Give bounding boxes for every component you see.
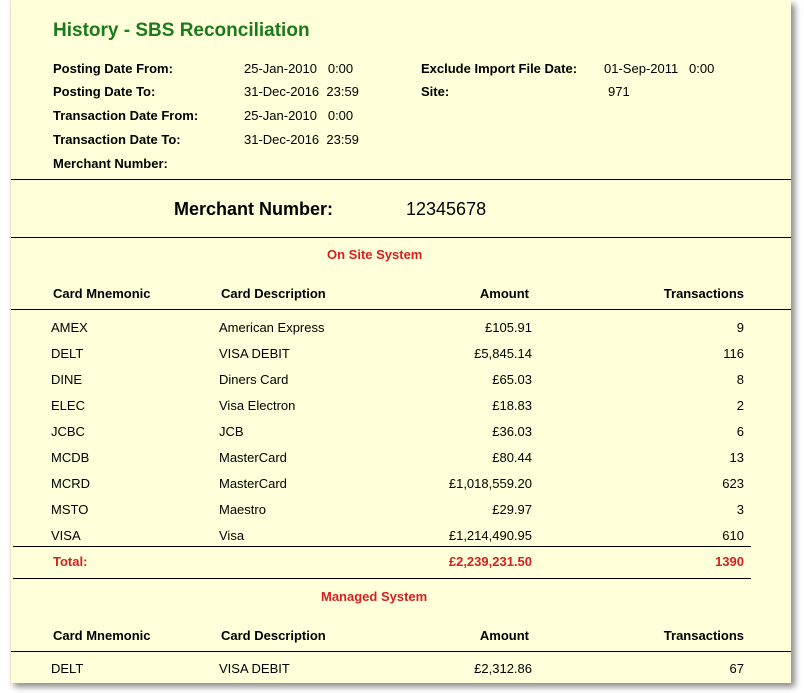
table-row-amount: £105.91: [485, 320, 532, 335]
exclude-import-date-value: 01-Sep-2011 0:00: [604, 61, 715, 76]
transaction-date-from-value: 25-Jan-2010 0:00: [244, 108, 354, 123]
table-row-transactions: 623: [722, 476, 744, 491]
table-row-description: Diners Card: [219, 372, 289, 387]
table-row-transactions: 2: [736, 398, 744, 413]
posting-date-to-value: 31-Dec-2016 23:59: [244, 84, 359, 99]
table-row-mnemonic: AMEX: [51, 320, 88, 335]
table-row-amount: £1,018,559.20: [448, 476, 532, 491]
divider: [13, 578, 751, 579]
transaction-date-to-value: 31-Dec-2016 23:59: [244, 132, 359, 147]
column-header-transactions: Transactions: [663, 628, 744, 643]
exclude-import-date-label: Exclude Import File Date:: [421, 61, 578, 76]
total-label: Total:: [53, 554, 88, 569]
divider: [11, 309, 791, 310]
merchant-number-param-label: Merchant Number:: [53, 156, 168, 171]
table-row-description: American Express: [219, 320, 325, 335]
table-row-transactions: 116: [723, 346, 744, 361]
site-value: 971: [608, 84, 630, 99]
table-row-mnemonic: VISA: [51, 528, 81, 543]
table-row-description: VISA DEBIT: [219, 346, 290, 361]
site-label: Site:: [421, 84, 450, 99]
table-row-transactions: 13: [729, 450, 744, 465]
posting-date-from-value: 25-Jan-2010 0:00: [244, 61, 354, 76]
table-row-amount: £80.44: [492, 450, 532, 465]
table-row-description: Maestro: [219, 502, 266, 517]
table-row-mnemonic: DELT: [51, 346, 84, 361]
merchant-number-label: Merchant Number:: [174, 199, 334, 219]
on-site-system-title: On Site System: [327, 247, 423, 262]
table-row-amount: £18.83: [492, 398, 532, 413]
posting-date-from-label: Posting Date From:: [53, 61, 173, 76]
report-title: History - SBS Reconciliation: [53, 20, 310, 41]
column-header-mnemonic: Card Mnemonic: [53, 286, 151, 301]
table-row-amount: £29.97: [492, 502, 532, 517]
managed-system-title: Managed System: [321, 589, 428, 604]
table-row-transactions: 3: [736, 502, 744, 517]
table-row-mnemonic: MSTO: [51, 502, 89, 517]
transaction-date-to-label: Transaction Date To:: [53, 132, 181, 147]
table-row-transactions: 9: [736, 320, 744, 335]
column-header-description: Card Description: [221, 628, 326, 643]
divider: [13, 546, 751, 547]
divider: [11, 179, 791, 180]
table-row-amount: £1,214,490.95: [448, 528, 532, 543]
table-row-amount: £5,845.14: [474, 346, 532, 361]
table-row-mnemonic: DINE: [51, 372, 83, 387]
table-row-amount: £65.03: [492, 372, 532, 387]
table-row-description: MasterCard: [219, 450, 287, 465]
divider: [11, 651, 791, 652]
column-header-description: Card Description: [221, 286, 326, 301]
table-row-mnemonic: MCRD: [51, 476, 90, 491]
table-row-transactions: 8: [736, 372, 744, 387]
table-row-description: MasterCard: [219, 476, 287, 491]
column-header-amount: Amount: [479, 286, 529, 301]
merchant-number-value: 12345678: [406, 199, 487, 219]
table-row-mnemonic: JCBC: [51, 424, 85, 439]
table-row-mnemonic: DELT: [51, 661, 84, 676]
table-row-transactions: 610: [722, 528, 744, 543]
total-amount: £2,239,231.50: [448, 554, 532, 569]
table-row-description: JCB: [219, 424, 244, 439]
column-header-transactions: Transactions: [663, 286, 744, 301]
table-row-amount: £36.03: [492, 424, 532, 439]
table-row-amount: £2,312.86: [474, 661, 532, 676]
report-page: History - SBS Reconciliation Posting Dat…: [10, 0, 791, 683]
divider: [11, 237, 791, 238]
table-row-transactions: 67: [729, 661, 744, 676]
table-row-description: VISA DEBIT: [219, 661, 290, 676]
table-row-description: Visa: [219, 528, 245, 543]
table-row-mnemonic: MCDB: [51, 450, 90, 465]
table-row-mnemonic: ELEC: [51, 398, 85, 413]
transaction-date-from-label: Transaction Date From:: [53, 108, 199, 123]
total-transactions: 1390: [715, 554, 744, 569]
table-row-description: Visa Electron: [219, 398, 296, 413]
column-header-amount: Amount: [479, 628, 529, 643]
table-row-transactions: 6: [736, 424, 744, 439]
posting-date-to-label: Posting Date To:: [53, 84, 156, 99]
column-header-mnemonic: Card Mnemonic: [53, 628, 151, 643]
